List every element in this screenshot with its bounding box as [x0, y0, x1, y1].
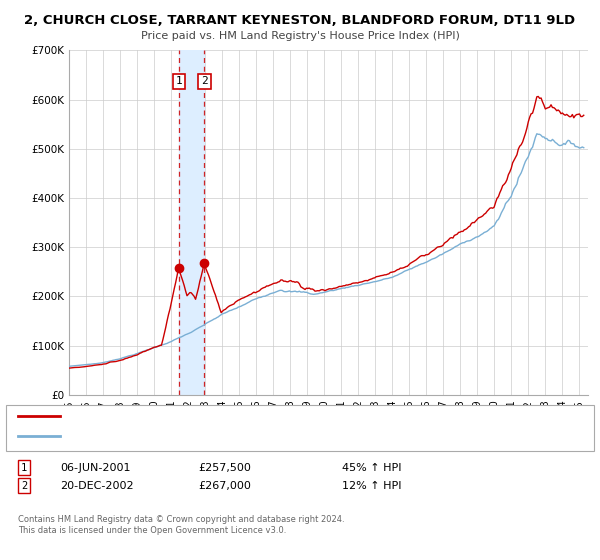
Text: 1: 1: [176, 76, 182, 86]
Text: HPI: Average price, detached house, Dorset: HPI: Average price, detached house, Dors…: [66, 431, 274, 440]
Text: £267,000: £267,000: [198, 480, 251, 491]
Text: 12% ↑ HPI: 12% ↑ HPI: [342, 480, 401, 491]
Text: 45% ↑ HPI: 45% ↑ HPI: [342, 463, 401, 473]
Bar: [179, 50, 205, 395]
Text: £257,500: £257,500: [198, 463, 251, 473]
Text: This data is licensed under the Open Government Licence v3.0.: This data is licensed under the Open Gov…: [18, 526, 286, 535]
Text: 1: 1: [21, 463, 27, 473]
Text: Price paid vs. HM Land Registry's House Price Index (HPI): Price paid vs. HM Land Registry's House …: [140, 31, 460, 41]
Text: 2, CHURCH CLOSE, TARRANT KEYNESTON, BLANDFORD FORUM, DT11 9LD: 2, CHURCH CLOSE, TARRANT KEYNESTON, BLAN…: [25, 14, 575, 27]
Text: Contains HM Land Registry data © Crown copyright and database right 2024.: Contains HM Land Registry data © Crown c…: [18, 515, 344, 524]
Text: 2: 2: [201, 76, 208, 86]
Text: 06-JUN-2001: 06-JUN-2001: [60, 463, 131, 473]
Text: 2, CHURCH CLOSE, TARRANT KEYNESTON, BLANDFORD FORUM, DT11 9LD (detached ho: 2, CHURCH CLOSE, TARRANT KEYNESTON, BLAN…: [66, 412, 483, 421]
Text: 20-DEC-2002: 20-DEC-2002: [60, 480, 134, 491]
Text: 2: 2: [21, 480, 27, 491]
